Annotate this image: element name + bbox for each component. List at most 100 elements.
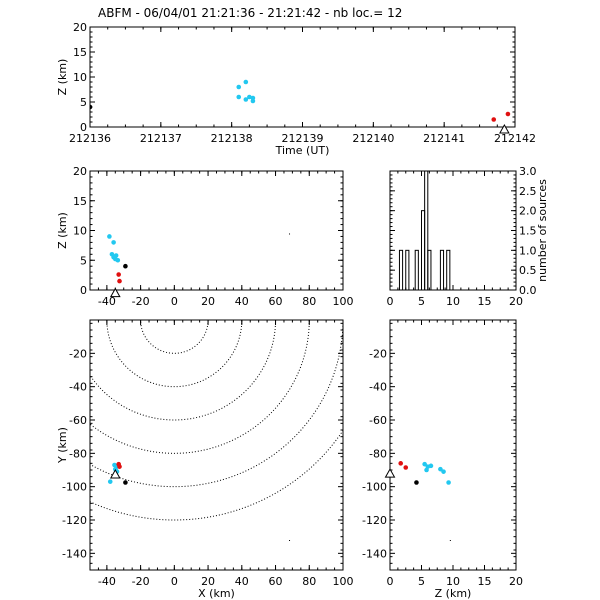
source-point-black	[123, 480, 128, 485]
y-tick-label: -20	[69, 347, 87, 360]
y-tick-label: -20	[369, 347, 387, 360]
y-ticks: 0.0 0.5 1.0 1.5 2.0 2.5 3.0	[390, 165, 537, 297]
y-tick-label: 3.0	[519, 165, 537, 178]
y-tick-label: 15	[73, 46, 87, 59]
x-tick-label: 80	[302, 575, 316, 588]
x-tick-label: 100	[333, 295, 354, 308]
y-tick-label: 10	[73, 71, 87, 84]
source-point-red	[398, 461, 404, 466]
source-point-cyan	[107, 479, 113, 484]
y-tick-label: 10	[73, 225, 87, 238]
y-tick-label: 20	[73, 165, 87, 178]
x-tick-label: 60	[269, 295, 283, 308]
stray-dot	[289, 233, 291, 235]
y-axis-label: Z (km)	[56, 59, 69, 96]
x-tick-label: 0	[171, 295, 178, 308]
y-tick-label: 1.5	[519, 225, 537, 238]
source-point-black	[123, 263, 128, 269]
source-point-red	[491, 117, 497, 122]
y-tick-label: -100	[362, 481, 387, 494]
x-tick-label: 15	[478, 295, 492, 308]
x-tick-label: 0	[171, 575, 178, 588]
x-tick-label: 212139	[282, 132, 324, 145]
x-tick-label: 40	[235, 575, 249, 588]
source-point-red	[117, 464, 122, 469]
source-point-red	[403, 465, 409, 470]
y-tick-label: 15	[73, 195, 87, 208]
panel-xz: -40 -20 0 20 40 60 80 100 0 5 10 15 20 Z (km)	[56, 165, 354, 308]
x-tick-label: 212137	[140, 132, 182, 145]
source-point-cyan	[446, 480, 451, 485]
x-ticks: -40 -20 0 20 40 60 80 100	[89, 320, 354, 588]
source-point-cyan	[107, 234, 112, 239]
histogram-bar	[398, 249, 404, 291]
y-tick-label: 0	[80, 121, 87, 134]
y-tick-label: -100	[62, 481, 87, 494]
data-points	[398, 461, 451, 485]
x-tick-label: 20	[509, 295, 523, 308]
y-tick-label: 20	[73, 21, 87, 34]
source-point-red	[117, 278, 122, 284]
x-tick-label: 212142	[494, 132, 536, 145]
figure-title: ABFM - 06/04/01 21:21:36 - 21:21:42 - nb…	[98, 6, 402, 20]
y-tick-label: -40	[369, 381, 387, 394]
panel-zy: 0 5 10 15 20 -140 -120 -100 -80 -60 -40 -20 Z (km)	[362, 319, 523, 600]
y-tick-label: -120	[362, 514, 387, 527]
data-points	[107, 461, 128, 485]
x-ticks: 0 5 10 15 20	[387, 320, 523, 588]
range-ring	[90, 320, 310, 454]
source-point-cyan	[236, 94, 242, 100]
x-axis-label: X (km)	[198, 587, 235, 600]
y-tick-label: -60	[69, 414, 87, 427]
x-tick-label: 80	[302, 295, 316, 308]
data-points	[107, 234, 128, 284]
chart-panels: 212136 212137 212138 212139 212140 212141 2121…	[56, 21, 550, 600]
y-tick-label: -120	[62, 514, 87, 527]
x-tick-label: -20	[132, 575, 150, 588]
source-point-cyan	[424, 467, 429, 473]
source-point-red	[116, 272, 121, 277]
y-ticks: -140 -120 -100 -80 -60 -40 -20	[362, 322, 516, 571]
source-point-cyan	[428, 463, 434, 469]
y-tick-label: 2.5	[519, 185, 537, 198]
panel-xy: -40 -20 0 20 40 60 80 100-140-120-100-80-60-40-…	[56, 319, 354, 600]
x-tick-label: 212136	[69, 132, 111, 145]
x-axis-label: Time (UT)	[275, 144, 330, 157]
source-point-cyan	[113, 253, 119, 258]
x-tick-label: 20	[201, 295, 215, 308]
x-tick-label: 212141	[423, 132, 465, 145]
y-tick-label: -140	[362, 547, 387, 560]
y-tick-label: -140	[62, 547, 87, 560]
histogram-bar	[439, 249, 445, 291]
x-tick-label: 40	[235, 295, 249, 308]
x-ticks: -40 -20 0 20 40 60 80 100	[89, 171, 354, 308]
y-ticks: -140 -120 -100 -80 -60 -40 -20	[62, 322, 343, 571]
x-tick-label: 100	[333, 575, 354, 588]
axes-frame	[389, 319, 517, 571]
y-tick-label: 0.5	[519, 264, 537, 277]
x-tick-label: 5	[418, 295, 425, 308]
x-tick-label: -40	[98, 575, 116, 588]
y-axis-label: Y (km)	[56, 427, 69, 464]
histogram-bar	[446, 249, 451, 291]
range-ring	[90, 429, 343, 521]
histogram-bars	[398, 170, 451, 291]
y-tick-label: 5	[80, 96, 87, 109]
source-point-cyan	[236, 84, 242, 90]
x-tick-label: 212138	[211, 132, 253, 145]
x-tick-label: 10	[446, 575, 460, 588]
x-tick-label: 5	[418, 575, 425, 588]
panel-time_height: 212136 212137 212138 212139 212140 212141 2121…	[56, 21, 536, 157]
y-tick-label: 1.0	[519, 244, 537, 257]
source-point-cyan	[250, 95, 256, 101]
histogram-bar	[414, 249, 419, 291]
axes-frame	[89, 26, 516, 128]
source-point-red	[505, 111, 511, 117]
axes-frame	[89, 170, 344, 291]
x-tick-label: 0	[387, 295, 394, 308]
x-tick-label: -40	[98, 295, 116, 308]
x-ticks: 212136 212137 212138 212139 212140 212141 2121…	[69, 27, 536, 145]
source-point-cyan	[247, 94, 252, 100]
source-point-cyan	[441, 469, 446, 474]
